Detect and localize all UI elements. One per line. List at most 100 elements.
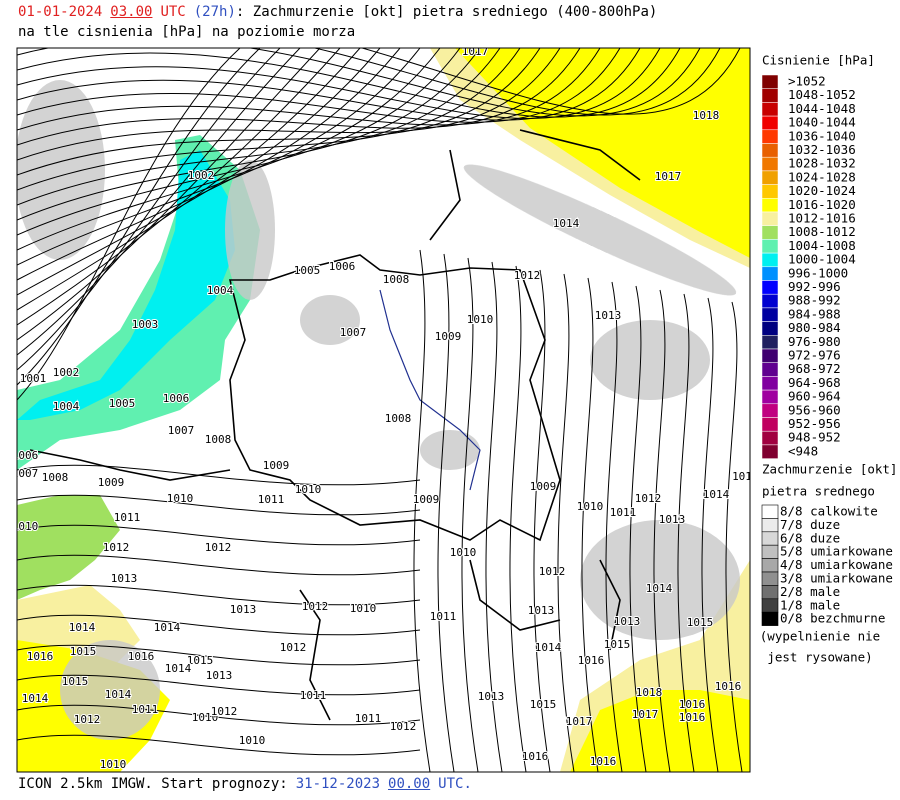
isobar-label: 1016 [679,711,706,724]
legend-swatch [761,531,779,546]
isobar-label: 1010 [295,483,322,496]
isobar [17,48,261,386]
isobar [17,614,421,636]
legend-label: 972-976 [788,348,841,363]
isobar-label: 1017 [566,715,593,728]
isobar [629,285,647,772]
pressure-area [570,690,750,772]
isobar-label: 1002 [188,169,215,182]
isobar-label: 1012 [280,641,307,654]
isobar-label: 1010 [12,520,39,533]
border [228,254,561,542]
legend-swatch [761,170,779,185]
legend-label: 984-988 [788,306,841,321]
header-line: 01-01-2024 03.00 UTC (27h): Zachmurzenie [o… [18,4,657,20]
legend-swatch [761,266,779,281]
isobar-label: 1014 [535,641,562,654]
isobar-label: 1009 [98,476,125,489]
isobar-label: 1001 [20,372,47,385]
isobar [312,48,721,116]
isobar-label: 1009 [530,480,557,493]
legend-label: 956-960 [788,402,841,417]
isobar-label: 1012 [539,565,566,578]
legend-swatch [761,88,779,103]
legend-title: Cisnienie [hPa] [762,53,875,68]
legend-swatch [761,518,779,533]
isobar-label: 1007 [12,467,39,480]
legend-label: 976-980 [788,334,841,349]
isobar [17,48,421,266]
isobar-label: 1013 [230,603,257,616]
isobar-label: 1013 [614,615,641,628]
legend-swatch [761,211,779,226]
legend-label: 948-952 [788,430,841,445]
isobar-label: 1011 [258,493,285,506]
title: : Zachmurzenie [okt] pietra sredniego (4… [235,4,658,20]
legend-label: 988-992 [788,293,841,308]
isobar-label: 1012 [635,492,662,505]
isobar-label: 1013 [111,572,138,585]
borders [29,129,641,721]
isobar-label: 1013 [478,690,505,703]
isobar-label: 1003 [132,318,159,331]
isobar-label: 1014 [69,621,96,634]
cloud-blob [225,160,275,300]
legend-label: 1032-1036 [788,142,856,157]
forecast-hour[interactable]: 03.00 [110,4,153,20]
isobar [17,674,421,696]
isobar [360,48,741,115]
cloud-blob [590,320,710,400]
isobar-label: 1012 [514,269,541,282]
start-hour[interactable]: 00.00 [388,776,431,792]
legend-swatch [761,115,779,131]
isobar-label: 1014 [154,621,181,634]
legend-swatch [761,184,779,199]
legend-label: 964-968 [788,375,841,390]
legend-label: >1052 [788,74,826,89]
isobar-label: 1008 [42,471,69,484]
legend-label: 1044-1048 [788,101,856,116]
legend-swatch [761,585,779,600]
legend-swatch [761,293,779,309]
isobar-label: 1015 [530,698,557,711]
isobar-label: 1010 [577,500,604,513]
isobar-label: 1015 [187,654,214,667]
cloud-blob [420,430,480,470]
isobar-label: 1013 [528,604,555,617]
isobar [17,48,581,146]
legend-label: 960-964 [788,389,841,404]
isobar [725,301,743,772]
isobar [17,48,641,121]
isobar-label: 1010 [450,546,477,559]
isobar-label: 1012 [74,713,101,726]
isobar-label: 101 [732,470,752,483]
isobar-label: 1016 [590,755,617,768]
isobar [17,644,421,666]
isobar [437,253,455,772]
isobar-label: 1011 [300,689,327,702]
legend-swatch [761,571,779,586]
legend-swatch [761,239,779,254]
isobar [17,48,621,123]
legend-label: 1048-1052 [788,87,856,102]
isobar-label: 1013 [595,309,622,322]
legend-label: <948 [788,443,818,458]
isobar-label: 1010 [350,602,377,615]
isobar-label: 1009 [435,330,462,343]
isobar-label: 1014 [553,217,580,230]
legend-swatch [761,403,779,418]
isobar [701,297,719,772]
isobar-label: 1009 [263,459,290,472]
legend-label: 996-1000 [788,265,848,280]
isobar-label: 1015 [70,645,97,658]
isobar-label: 1013 [659,513,686,526]
legend-label: 2/8 male [780,584,840,599]
isobar [17,48,361,311]
isobar-label: 1015 [604,638,631,651]
legend-label: 0/8 bezchmurne [780,611,885,626]
legend-swatch [761,611,779,626]
isobar-label: 1008 [383,273,410,286]
pressure-area [17,495,120,600]
isobar [17,48,481,221]
